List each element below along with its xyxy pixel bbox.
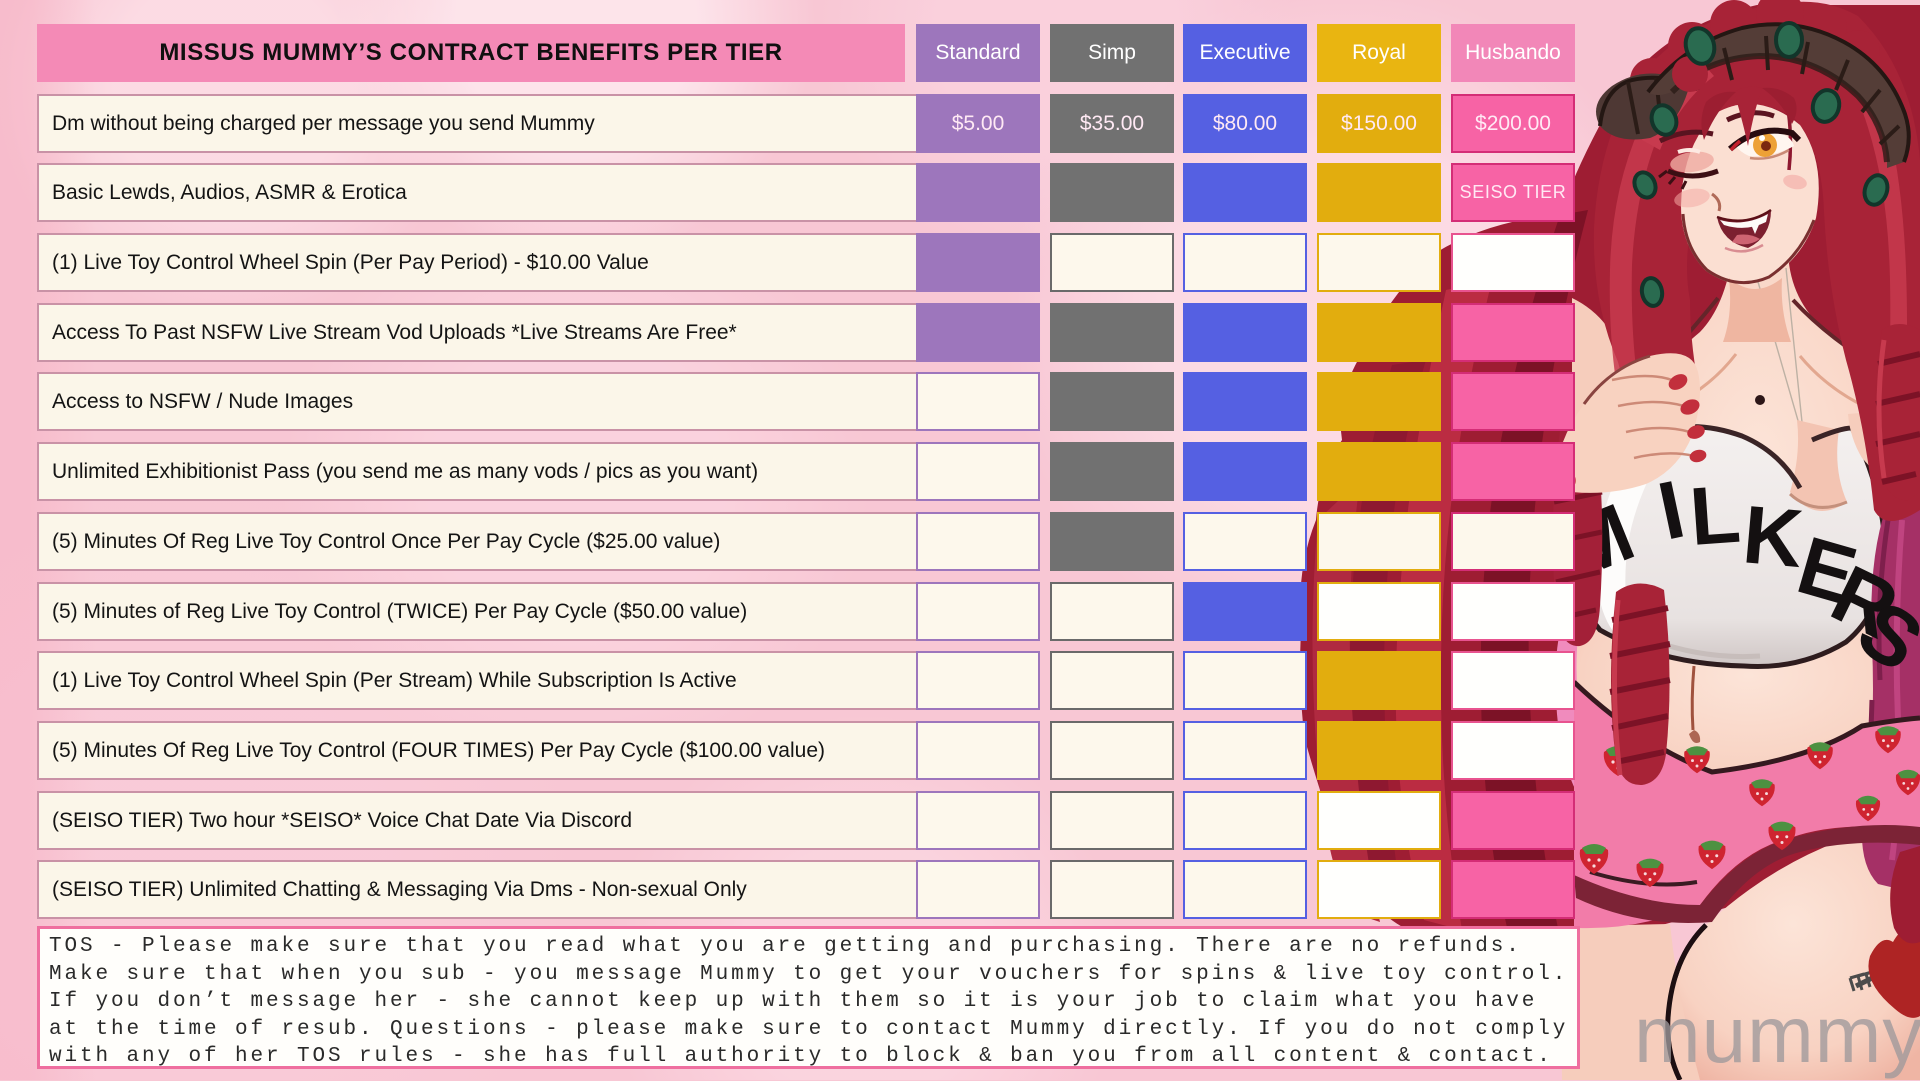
svg-text:K: K <box>1739 489 1806 585</box>
svg-text:L: L <box>1687 469 1743 563</box>
